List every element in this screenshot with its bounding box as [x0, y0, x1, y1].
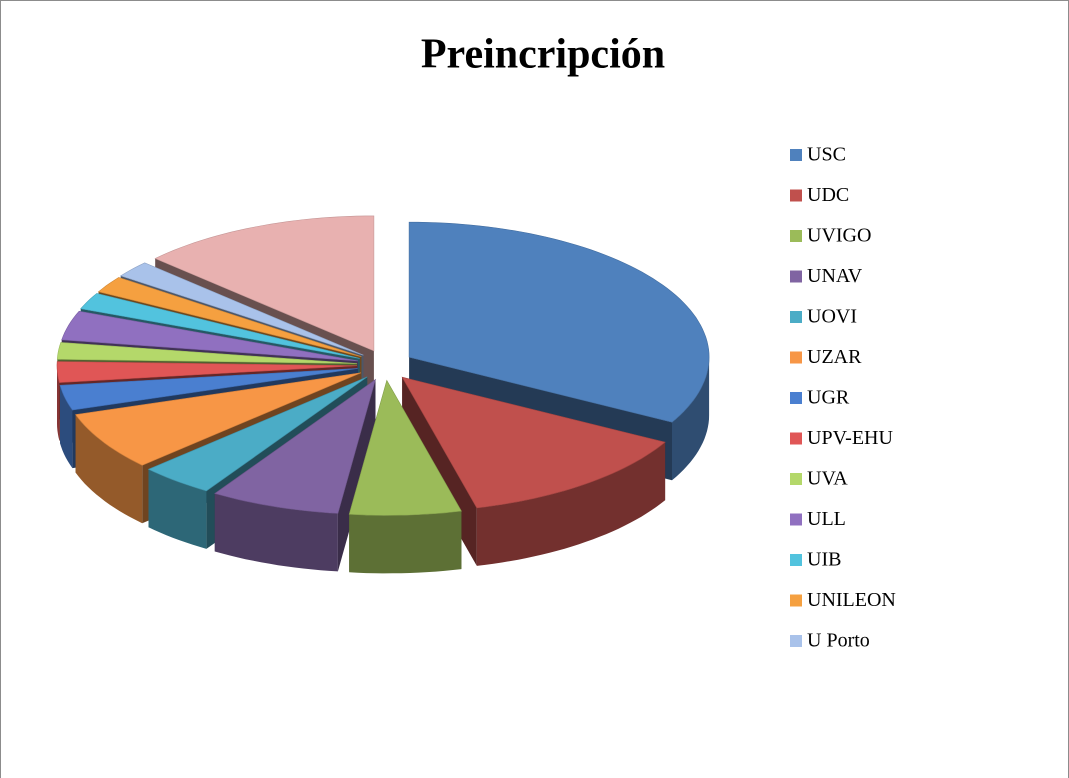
legend-swatch [790, 351, 802, 364]
legend-label: UPV-EHU [807, 427, 893, 449]
legend-swatch [790, 473, 802, 485]
legend-label: USC [807, 144, 846, 166]
legend-label: U Porto [807, 630, 870, 652]
pie-slice [56, 361, 358, 383]
legend-swatch [790, 311, 802, 323]
legend-swatch [790, 270, 802, 283]
legend-swatch [790, 554, 802, 566]
slice-side [349, 511, 462, 574]
pie-slice [214, 378, 377, 514]
slice-side [214, 493, 338, 572]
pie-slice [80, 293, 360, 359]
legend-swatch [790, 392, 802, 404]
slice-side [57, 365, 60, 441]
legend-label: UNILEON [807, 589, 896, 611]
legend-label: UGR [807, 387, 850, 409]
pie-slice [59, 368, 358, 411]
pie-slice [56, 342, 358, 364]
slice-side [672, 357, 710, 481]
legend-label: UOVI [807, 306, 857, 328]
pie-slice [348, 379, 462, 516]
legend-swatch [790, 189, 802, 202]
legend-swatch [790, 149, 802, 161]
legend-label: UVIGO [807, 225, 871, 247]
pie-slice [147, 376, 368, 492]
legend: USC UDC UVIGO UNAV UOVI UZAR UGR UPV-EHU UVA ULL U… [790, 144, 896, 652]
pie-slice [97, 277, 362, 357]
pie-slice [154, 215, 375, 352]
legend-label: UVA [807, 468, 848, 490]
legend-label: UNAV [807, 265, 863, 287]
pie-slice [61, 310, 359, 362]
legend-swatch [790, 432, 802, 445]
chart-title: Preincripción [421, 32, 665, 78]
legend-swatch [790, 230, 802, 242]
slice-side [476, 442, 666, 566]
legend-swatch [790, 594, 802, 607]
pie-slice [401, 376, 666, 509]
pie-slice [75, 372, 362, 466]
pie-slice [119, 262, 364, 356]
legend-swatch [790, 513, 802, 526]
legend-label: UZAR [807, 346, 862, 368]
legend-label: UDC [807, 184, 849, 206]
legend-label: ULL [807, 508, 846, 530]
slice-tops [56, 215, 710, 516]
pie-slice [408, 221, 710, 423]
slice-side [75, 414, 143, 524]
legend-swatch [790, 635, 802, 647]
slice-side [148, 469, 207, 549]
legend-label: UIB [807, 549, 841, 571]
